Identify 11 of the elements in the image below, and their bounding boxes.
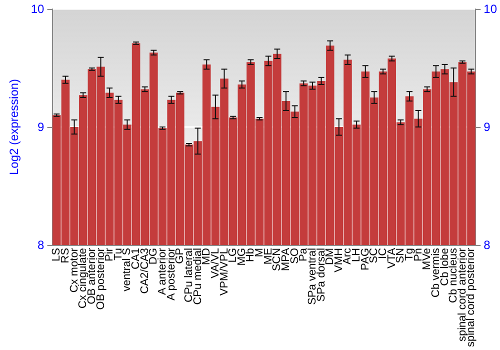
y-tick-label: 10: [30, 2, 45, 16]
x-tick-label: spinal cord posterior: [465, 248, 478, 348]
y-tick-label: 8: [38, 238, 45, 252]
x-tick-label: Tg: [403, 248, 416, 261]
y2-tick-label: 9: [484, 120, 491, 134]
y-axis-title: Log2 (expression): [7, 78, 21, 176]
y2-tick-label: 10: [484, 2, 498, 16]
x-tick-label: A posterior: [165, 248, 178, 301]
y2-tick-label: 8: [484, 238, 491, 252]
y-tick-label: 9: [38, 120, 45, 134]
x-tick-label: RS: [59, 248, 72, 264]
